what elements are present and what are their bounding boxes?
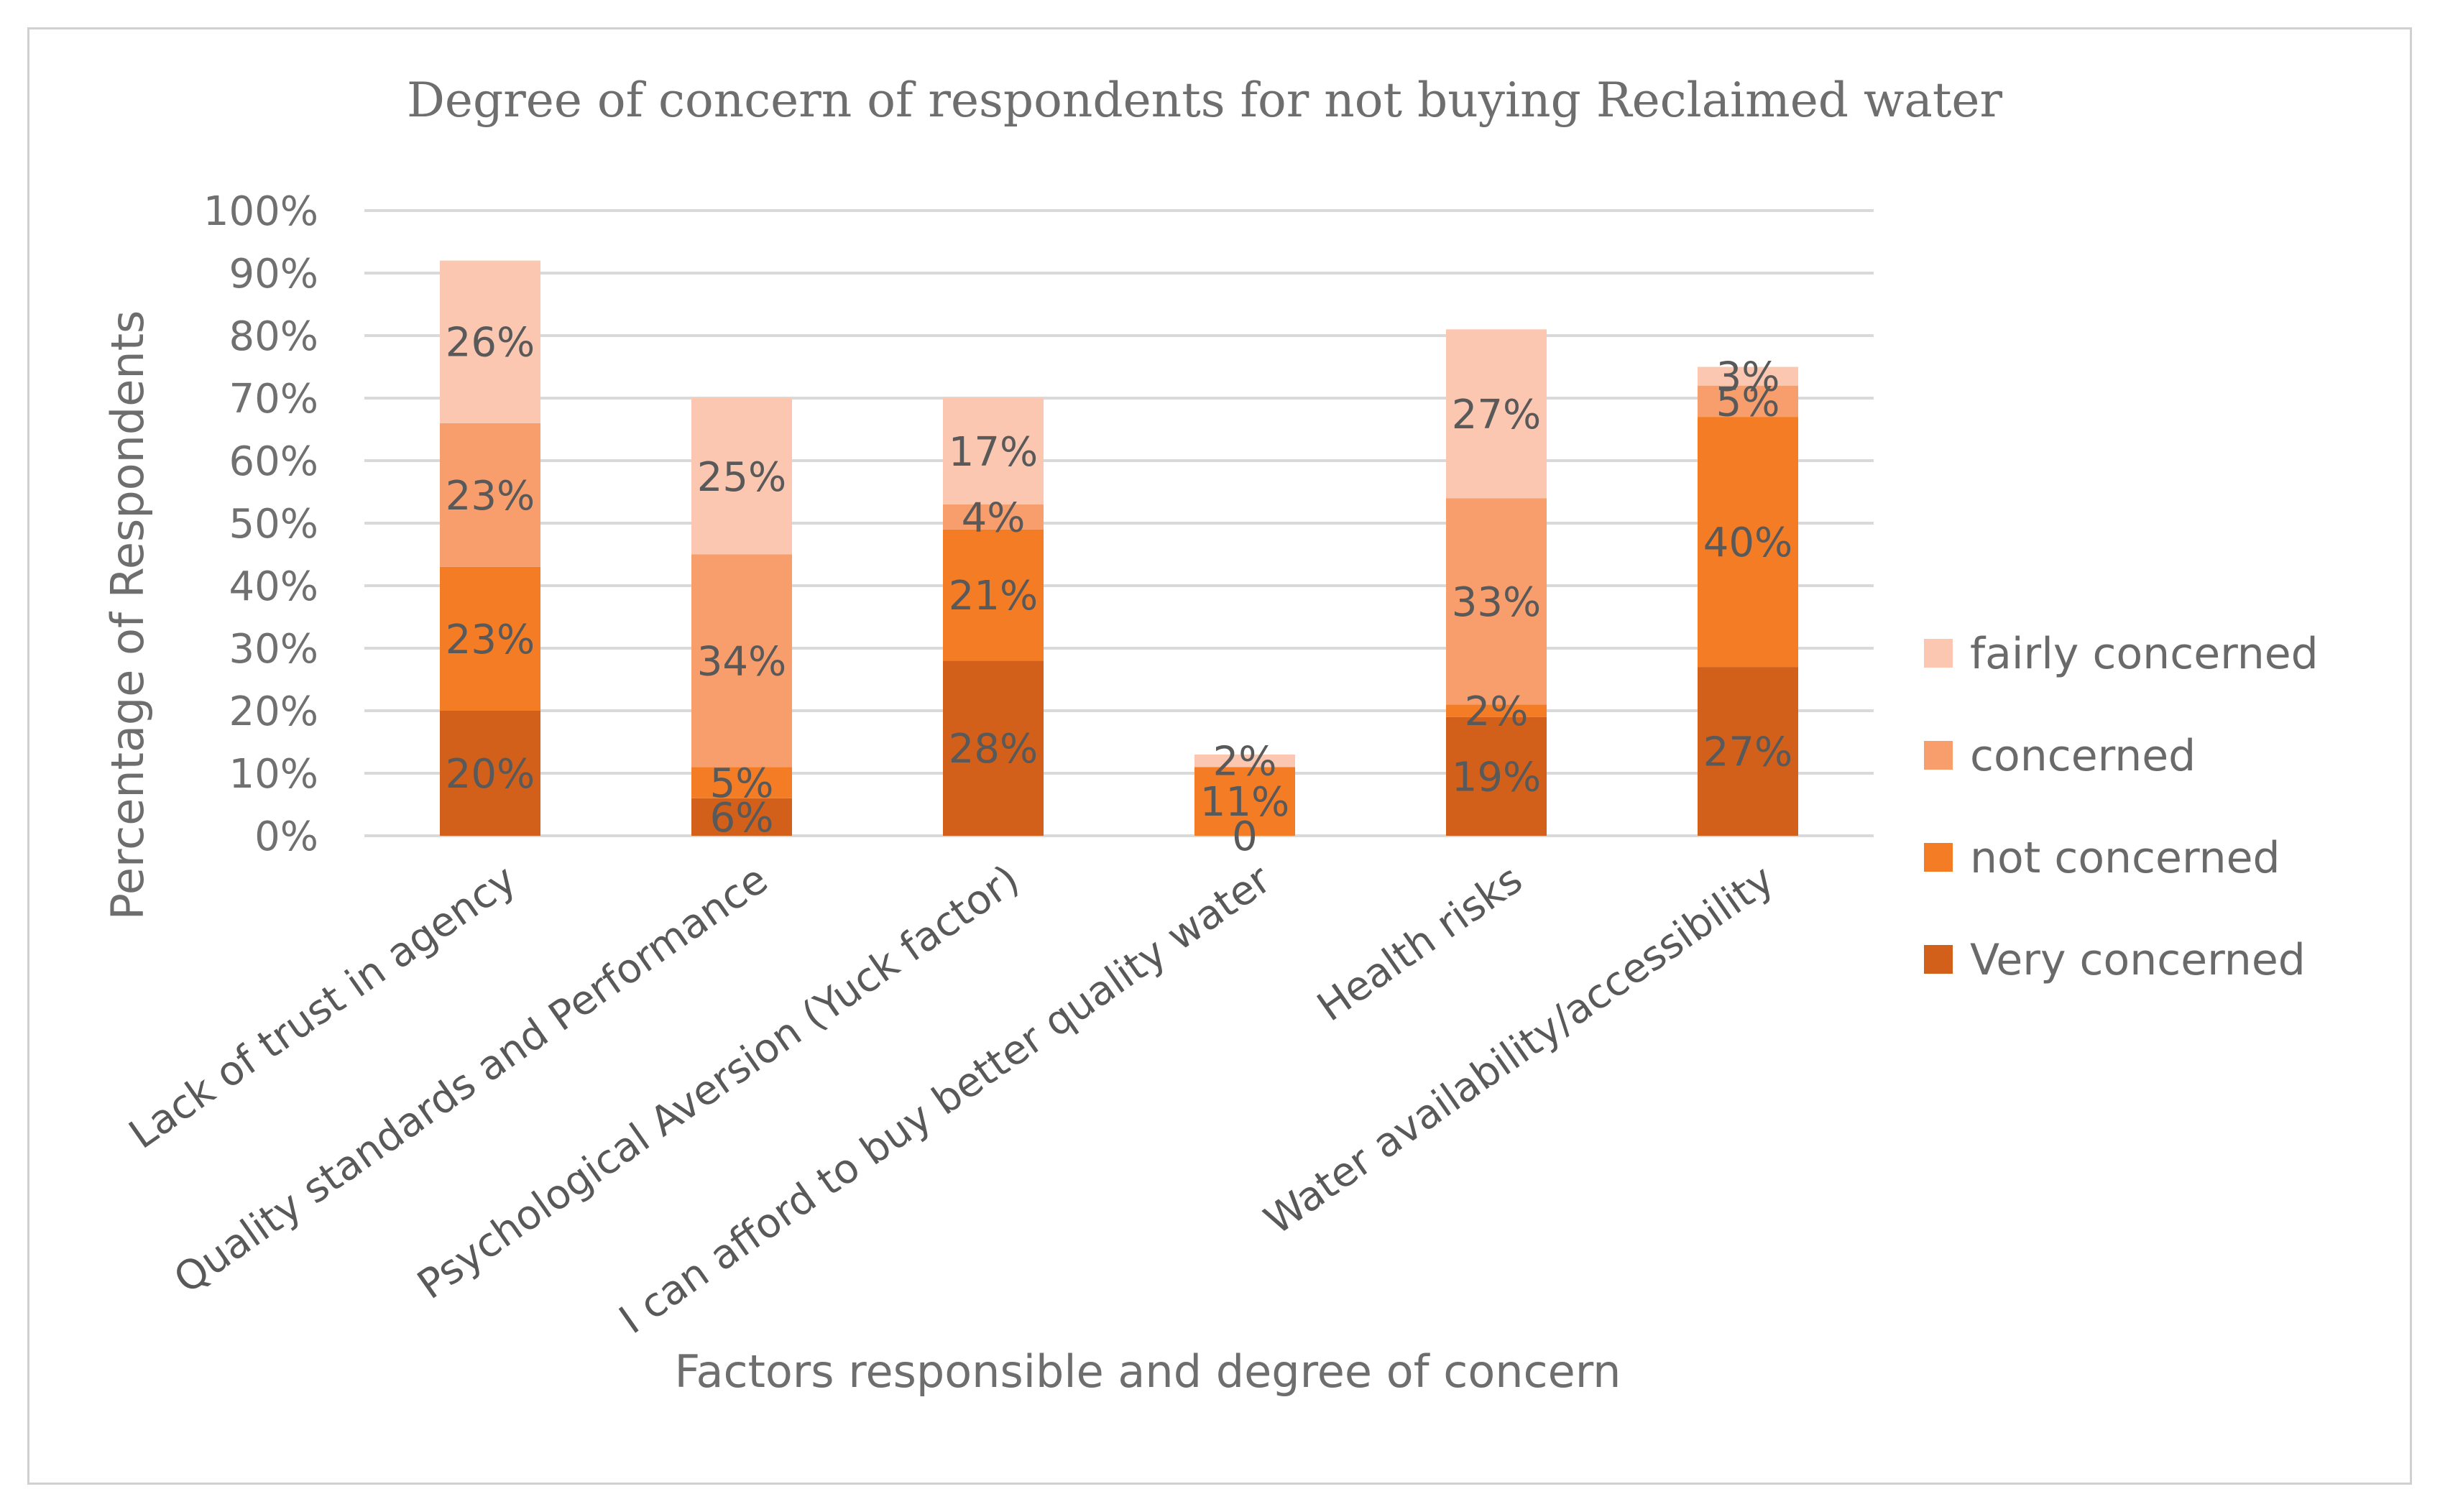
y-tick-label: 100% bbox=[203, 188, 318, 235]
bar-segment bbox=[440, 260, 540, 423]
data-label: 2% bbox=[1213, 739, 1277, 785]
data-label: 23% bbox=[446, 617, 535, 663]
chart-title: Degree of concern of respondents for not… bbox=[407, 73, 2002, 128]
y-tick-label: 30% bbox=[229, 626, 318, 673]
stacked-bar-chart: Degree of concern of respondents for not… bbox=[101, 73, 2319, 1398]
legend-label: fairly concerned bbox=[1970, 629, 2319, 679]
data-label: 33% bbox=[1452, 579, 1541, 626]
data-label: 0 bbox=[1232, 813, 1258, 860]
legend-swatch bbox=[1924, 741, 1953, 770]
y-tick-label: 20% bbox=[229, 688, 318, 735]
bar-segment bbox=[1698, 667, 1798, 836]
data-label: 40% bbox=[1703, 520, 1792, 566]
data-label: 6% bbox=[710, 795, 774, 842]
bar-segment bbox=[1698, 385, 1798, 418]
bar-segment bbox=[691, 398, 792, 555]
data-label: 34% bbox=[697, 638, 786, 685]
data-label: 27% bbox=[1703, 729, 1792, 776]
bar-segment bbox=[691, 767, 792, 798]
bar-segment bbox=[1698, 417, 1798, 668]
data-label: 21% bbox=[949, 573, 1038, 619]
legend-label: not concerned bbox=[1970, 833, 2280, 883]
bar-segment bbox=[440, 423, 540, 567]
legend: fairly concerned concerned not concerned Ve… bbox=[1924, 629, 2319, 985]
bar-segment bbox=[943, 504, 1044, 530]
x-category-label: Lack of trust in agency bbox=[121, 856, 525, 1158]
y-tick-label: 50% bbox=[229, 501, 318, 548]
data-label: 11% bbox=[1200, 779, 1289, 826]
bar-segment bbox=[1194, 754, 1295, 767]
y-tick-label: 10% bbox=[229, 751, 318, 798]
data-label: 2% bbox=[1465, 688, 1529, 735]
y-tick-label: 80% bbox=[229, 313, 318, 360]
data-label: 26% bbox=[446, 320, 535, 367]
legend-swatch bbox=[1924, 843, 1953, 872]
x-axis-title: Factors responsible and degree of concer… bbox=[675, 1345, 1621, 1398]
bar-segment bbox=[1446, 498, 1547, 705]
bar-segment bbox=[691, 798, 792, 836]
y-tick-label: 70% bbox=[229, 376, 318, 423]
data-label: 3% bbox=[1716, 354, 1780, 401]
gridlines bbox=[364, 209, 1874, 837]
bar-segment bbox=[1194, 767, 1295, 836]
bar-segment bbox=[440, 566, 540, 711]
y-tick-label: 0% bbox=[254, 813, 318, 860]
data-label: 5% bbox=[710, 760, 774, 807]
bar-segment bbox=[943, 398, 1044, 504]
bar-segment bbox=[943, 529, 1044, 661]
y-tick-label: 90% bbox=[229, 251, 318, 298]
chart-frame: Degree of concern of respondents for not… bbox=[27, 27, 2412, 1485]
bar-segment bbox=[440, 711, 540, 836]
x-category-label: Water availability/accessibility bbox=[1256, 856, 1782, 1244]
legend-label: concerned bbox=[1970, 731, 2196, 781]
y-tick-label: 40% bbox=[229, 563, 318, 610]
data-label: 19% bbox=[1452, 754, 1541, 801]
legend-swatch bbox=[1924, 639, 1953, 668]
data-label: 20% bbox=[446, 751, 535, 798]
data-labels: 20%23%23%26%6%5%34%25%28%21%4%17%011%2% 1… bbox=[446, 320, 1792, 860]
data-label: 27% bbox=[1452, 392, 1541, 438]
bar-segment bbox=[1446, 716, 1547, 836]
bar-segment bbox=[691, 554, 792, 767]
bars bbox=[440, 260, 1798, 836]
bar-segment bbox=[943, 660, 1044, 836]
y-axis-ticks: 0% 10% 20% 30% 40% 50% 60% 70% 80% 90% 100% bbox=[203, 188, 318, 860]
data-label: 4% bbox=[962, 494, 1026, 541]
bar-segment bbox=[1446, 329, 1547, 499]
data-label: 17% bbox=[949, 429, 1038, 476]
data-label: 5% bbox=[1716, 379, 1780, 425]
bar-segment bbox=[1698, 367, 1798, 386]
data-label: 28% bbox=[949, 726, 1038, 773]
legend-label: Very concerned bbox=[1970, 935, 2306, 985]
data-label: 25% bbox=[697, 454, 786, 501]
x-category-label: Health risks bbox=[1309, 856, 1531, 1031]
data-label: 23% bbox=[446, 473, 535, 520]
y-tick-label: 60% bbox=[229, 438, 318, 485]
y-axis-title: Percentage of Respondents bbox=[101, 310, 154, 921]
legend-swatch bbox=[1924, 945, 1953, 974]
bar-segment bbox=[1446, 704, 1547, 717]
